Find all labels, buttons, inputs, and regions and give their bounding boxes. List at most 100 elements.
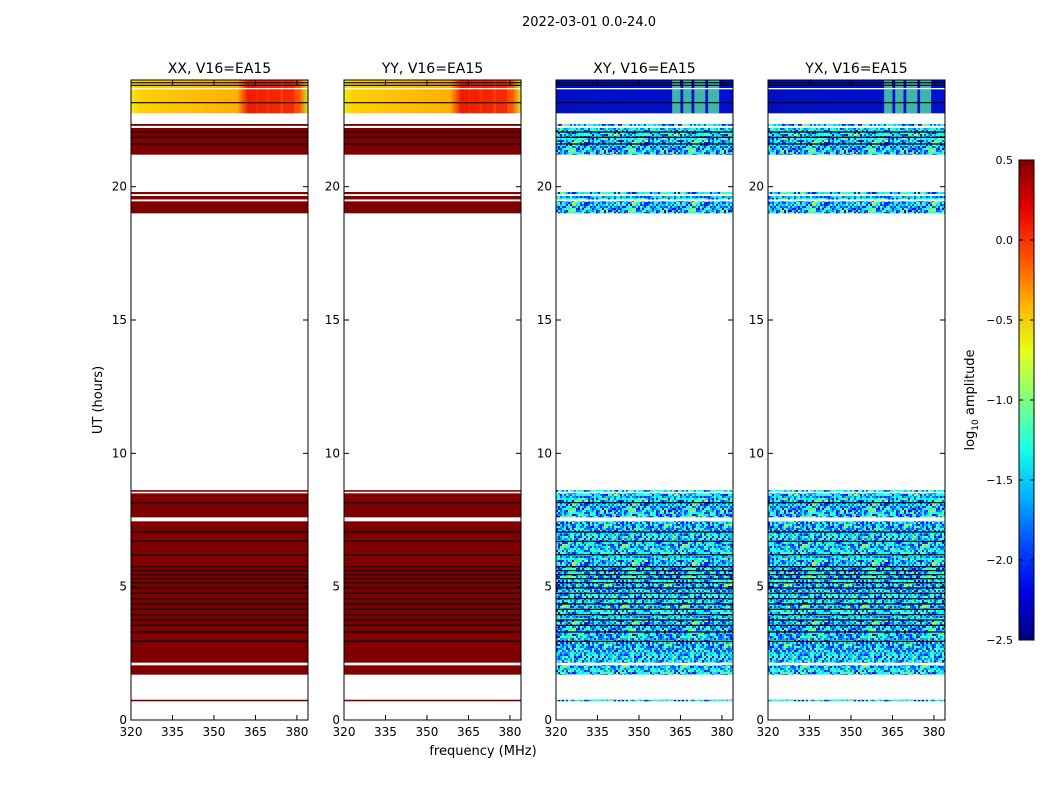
x-tick-label: 380 [285, 725, 308, 739]
data-band [556, 89, 733, 114]
x-tick-label: 350 [416, 725, 439, 739]
bright-column [694, 80, 706, 88]
y-tick-label: 10 [325, 446, 340, 460]
bright-column [482, 80, 494, 88]
data-band [131, 521, 308, 663]
colorbar-label: log10 amplitude [963, 349, 981, 450]
data-band [344, 665, 521, 675]
data-band [768, 80, 945, 88]
data-band [344, 89, 521, 114]
x-tick-label: 335 [798, 725, 821, 739]
bright-column [683, 80, 692, 88]
y-tick-label: 5 [544, 580, 552, 594]
bright-column [269, 89, 281, 114]
y-tick-label: 0 [544, 713, 552, 727]
bright-column [471, 80, 480, 88]
data-band [556, 699, 733, 702]
panel-title: YX, V16=EA15 [804, 61, 907, 77]
data-band [768, 196, 945, 200]
y-tick-label: 5 [119, 580, 127, 594]
x-tick-label: 380 [710, 725, 733, 739]
bright-column [708, 89, 720, 114]
data-band [556, 493, 733, 518]
y-tick-label: 10 [749, 446, 764, 460]
y-tick-label: 20 [112, 180, 127, 194]
bright-column [247, 80, 256, 88]
bright-column [496, 80, 508, 88]
bright-column [482, 89, 494, 114]
data-band [344, 699, 521, 702]
panel-title: XY, V16=EA15 [593, 61, 695, 77]
x-tick-label: 320 [757, 725, 780, 739]
bright-column [471, 89, 480, 114]
y-tick-label: 15 [537, 313, 552, 327]
x-tick-label: 320 [545, 725, 568, 739]
plot-frame [343, 79, 522, 721]
y-tick-label: 20 [537, 180, 552, 194]
x-tick-label: 350 [840, 725, 863, 739]
x-tick-label: 380 [498, 725, 521, 739]
x-tick-label: 365 [669, 725, 692, 739]
colorbar-tick-label: −2.0 [986, 554, 1013, 567]
y-tick-label: 20 [749, 180, 764, 194]
data-band [768, 192, 945, 195]
data-band [344, 80, 521, 88]
panel-xx: XX, V16=EA15 320 335 350 365 380 0 5 10 15 20 [112, 61, 309, 739]
bright-column [269, 80, 281, 88]
data-band [131, 493, 308, 518]
y-tick-label: 5 [332, 580, 340, 594]
data-band [344, 196, 521, 200]
data-band [131, 699, 308, 702]
bright-column [283, 89, 295, 114]
panel-yy: YY, V16=EA15 320 335 350 365 380 0 5 10 15 20 [325, 61, 522, 739]
bright-column [258, 80, 267, 88]
data-band [131, 665, 308, 675]
data-band [344, 521, 521, 663]
y-tick-label: 20 [325, 180, 340, 194]
data-band [768, 493, 945, 518]
bright-column [920, 89, 932, 114]
data-band [556, 192, 733, 195]
data-band [768, 201, 945, 214]
y-tick-label: 10 [112, 446, 127, 460]
data-band [768, 521, 945, 663]
y-tick-label: 0 [332, 713, 340, 727]
data-band [768, 490, 945, 492]
x-tick-label: 320 [333, 725, 356, 739]
y-tick-label: 15 [325, 313, 340, 327]
data-band [131, 490, 308, 492]
x-tick-label: 335 [586, 725, 609, 739]
colorbar-tick-label: −2.5 [986, 634, 1013, 647]
bright-column [884, 80, 893, 88]
bright-column [247, 89, 256, 114]
x-axis-label: frequency (MHz) [429, 744, 536, 759]
data-band [768, 89, 945, 114]
plot-frame [130, 79, 309, 721]
colorbar-tick-label: 0.5 [996, 154, 1014, 167]
panel-title: YY, V16=EA15 [381, 61, 483, 77]
bright-column [672, 89, 681, 114]
x-tick-label: 380 [922, 725, 945, 739]
data-band [344, 490, 521, 492]
y-tick-label: 0 [119, 713, 127, 727]
colorbar: 0.5 0.0 −0.5 −1.0 −1.5 −2.0 −2.5 [986, 154, 1035, 647]
data-band [131, 192, 308, 195]
plot-frame [767, 79, 946, 721]
colorbar-tick-label: 0.0 [996, 234, 1014, 247]
data-band [768, 699, 945, 702]
bright-column [906, 80, 918, 88]
y-tick-label: 15 [749, 313, 764, 327]
colorbar-tick-label: −1.5 [986, 474, 1013, 487]
y-tick-label: 10 [537, 446, 552, 460]
plot-frame [555, 79, 734, 721]
bright-column [258, 89, 267, 114]
data-band [344, 493, 521, 518]
data-band [556, 196, 733, 200]
x-tick-label: 365 [457, 725, 480, 739]
data-band [131, 201, 308, 214]
suptitle: 2022-03-01 0.0-24.0 [522, 15, 656, 30]
data-band [344, 192, 521, 195]
y-tick-label: 0 [756, 713, 764, 727]
data-band [768, 665, 945, 675]
